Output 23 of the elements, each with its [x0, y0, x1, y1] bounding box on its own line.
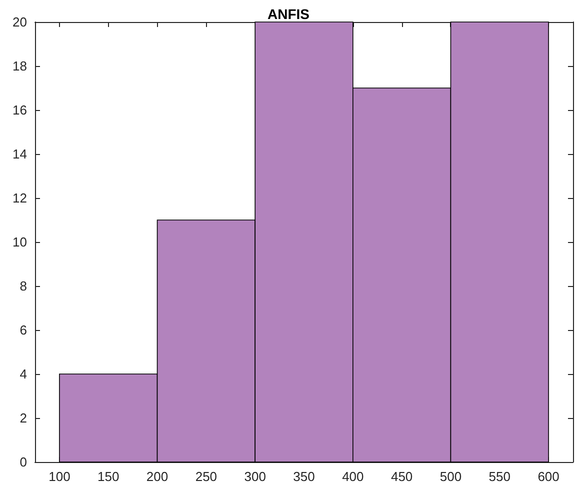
y-tick-label: 0 — [20, 454, 27, 470]
chart-title: ANFIS — [268, 6, 310, 22]
y-tick-label: 2 — [20, 410, 27, 426]
y-tick-label: 14 — [12, 146, 27, 162]
y-tick-label: 20 — [12, 14, 27, 30]
y-tick-label: 16 — [12, 102, 27, 118]
x-tick-label: 200 — [146, 469, 168, 484]
y-tick-label: 6 — [20, 322, 27, 338]
y-tick-label: 18 — [12, 58, 27, 74]
x-tick-label: 300 — [244, 469, 266, 484]
y-tick-label: 10 — [12, 234, 27, 250]
y-tick-label: 12 — [12, 190, 27, 206]
x-tick-label: 550 — [488, 469, 510, 484]
x-tick-label: 500 — [440, 469, 462, 484]
x-tick-label: 250 — [195, 469, 218, 484]
x-tick-label: 600 — [538, 469, 560, 484]
y-tick-label: 4 — [20, 366, 27, 382]
x-tick-label: 100 — [48, 469, 70, 484]
x-tick-label: 400 — [342, 469, 364, 484]
x-tick-label: 450 — [390, 469, 413, 484]
x-tick-label: 350 — [293, 469, 315, 484]
x-tick-label: 150 — [98, 469, 120, 484]
y-tick-label: 8 — [20, 278, 27, 294]
